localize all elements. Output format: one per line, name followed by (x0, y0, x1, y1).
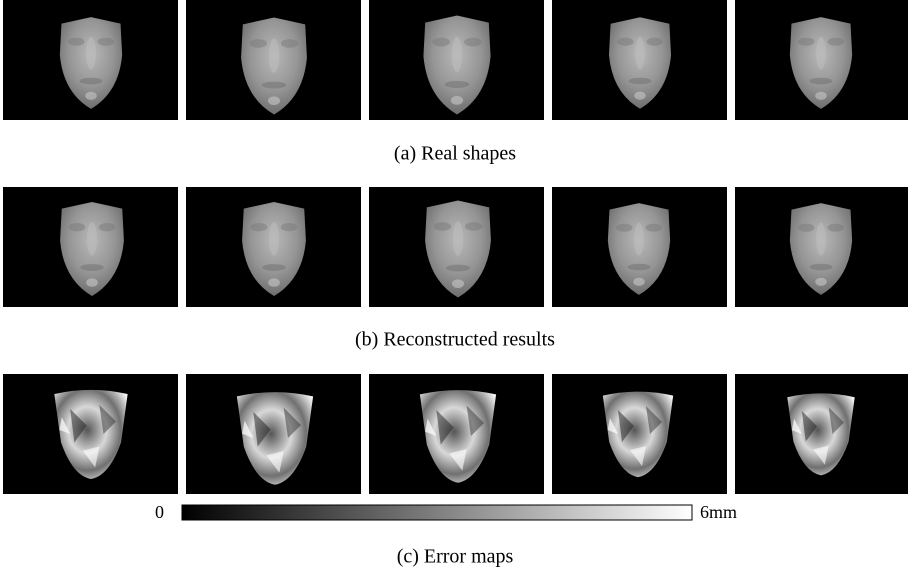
row-error (3, 374, 908, 494)
page: (a) Real shapes (b) Reconstructed result… (0, 0, 910, 574)
colorbar (182, 505, 692, 520)
caption: (c) Error maps (397, 546, 514, 568)
row-real (3, 0, 908, 120)
caption: (b) Reconstructed results (355, 329, 555, 351)
caption: (a) Real shapes (394, 143, 516, 165)
row-reconstructed (3, 187, 908, 307)
colorbar-label: 6mm (700, 502, 737, 522)
figure: (a) Real shapes (b) Reconstructed result… (0, 0, 910, 574)
colorbar-label: 0 (155, 502, 164, 522)
